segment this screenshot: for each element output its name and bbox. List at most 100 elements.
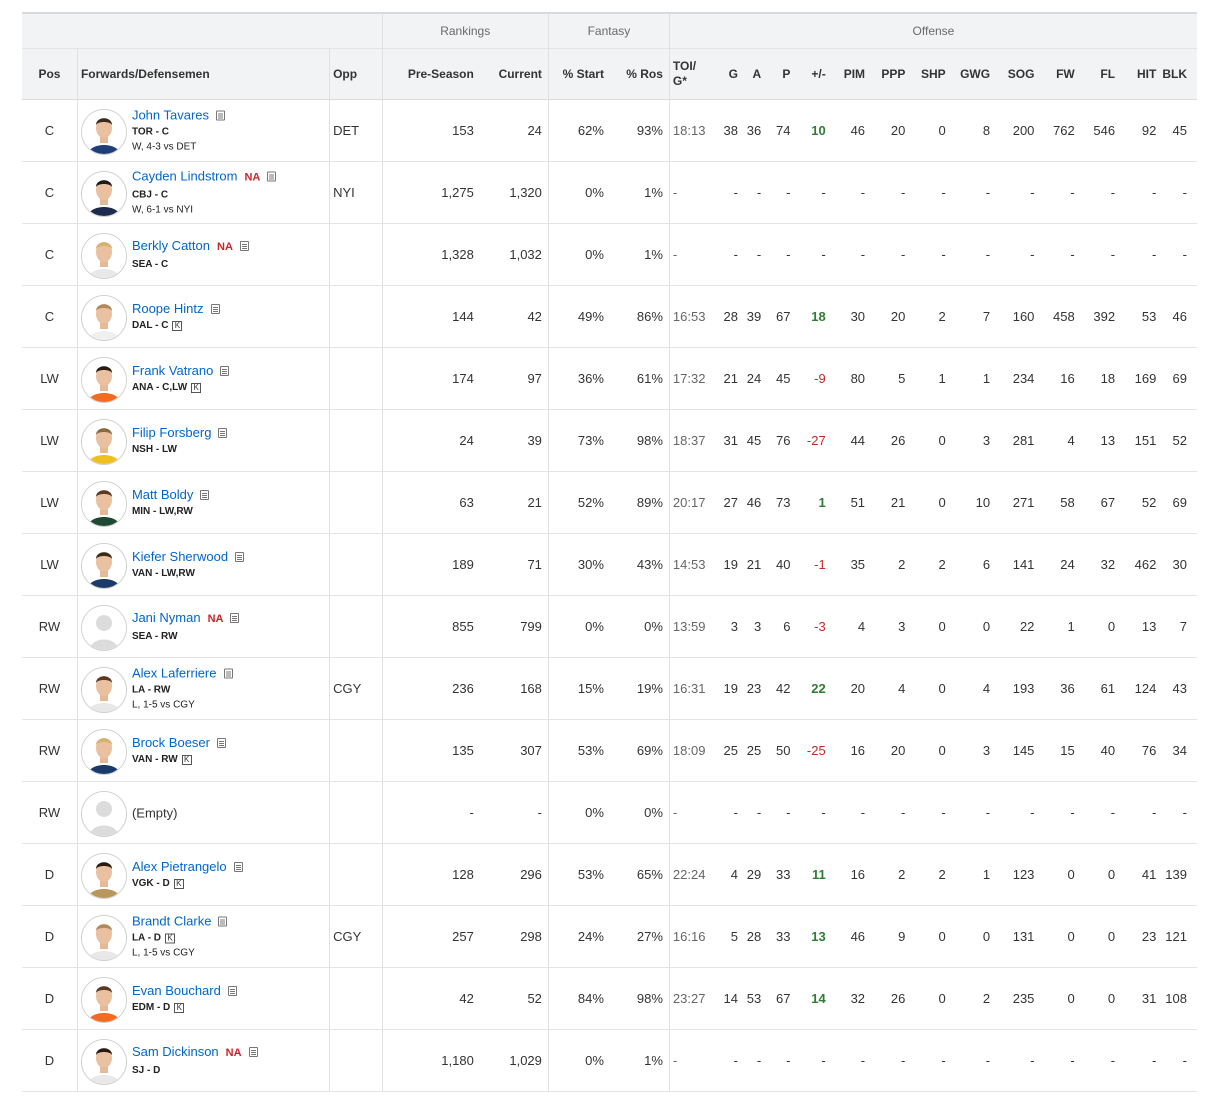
col-pct-start[interactable]: % Start — [547, 48, 614, 100]
col-shp[interactable]: SHP — [911, 48, 952, 100]
pct-start: 24% — [547, 905, 614, 968]
stat-blk: 52 — [1156, 409, 1197, 472]
stat-hit: 462 — [1121, 533, 1157, 596]
opp-cell — [329, 595, 383, 658]
player-name-line: Jani Nyman NA — [132, 610, 240, 627]
player-name-link[interactable]: Brandt Clarke — [131, 913, 212, 928]
stat-fl: - — [1080, 223, 1122, 286]
col-preseason[interactable]: Pre-Season — [381, 48, 480, 100]
col-player[interactable]: Forwards/Defensemen — [76, 48, 330, 100]
stat-hit: - — [1121, 223, 1157, 286]
pct-ros: 98% — [613, 409, 670, 472]
col-current[interactable]: Current — [479, 48, 549, 100]
stat-fl: - — [1080, 161, 1122, 224]
col-g[interactable]: G — [714, 48, 738, 100]
stat-ppp: 2 — [871, 533, 912, 596]
player-name-link[interactable]: John Tavares — [131, 107, 210, 122]
stat-shp: - — [911, 1029, 952, 1092]
toi-cell: 14:53 — [668, 533, 715, 596]
player-photo — [80, 356, 127, 403]
player-name-link[interactable]: Berkly Catton — [131, 237, 210, 253]
col-fl[interactable]: FL — [1080, 48, 1122, 100]
current-rank: 1,032 — [479, 223, 549, 286]
player-note-icon[interactable] — [220, 365, 230, 376]
player-name-link[interactable]: Cayden Lindstrom — [131, 168, 238, 183]
player-note-icon[interactable] — [239, 240, 249, 251]
col-toi[interactable]: TOI/G* — [668, 48, 715, 100]
player-note-icon[interactable] — [267, 171, 277, 181]
player-name-link[interactable]: Matt Boldy — [131, 486, 194, 502]
player-info: Berkly Catton NA SEA - C — [132, 238, 249, 272]
stat-gwg: - — [951, 1029, 997, 1092]
stat-shp: - — [911, 223, 952, 286]
player-name-link[interactable]: Alex Pietrangelo — [131, 858, 227, 874]
col-blk[interactable]: BLK — [1156, 48, 1197, 100]
player-note-icon[interactable] — [216, 110, 226, 120]
pct-start: 62% — [547, 99, 614, 162]
col-pim[interactable]: PIM — [831, 48, 872, 100]
player-note-icon[interactable] — [217, 737, 226, 748]
na-badge: NA — [244, 171, 261, 183]
stat-pim: 30 — [831, 285, 872, 348]
col-gwg[interactable]: GWG — [951, 48, 997, 100]
player-note-icon[interactable] — [235, 551, 245, 562]
table-row: D Evan Bouchard EDM - D K 42 52 84% 98% 23:27 14 5… — [22, 967, 1197, 1030]
player-name-line: Alex Pietrangelo — [132, 859, 243, 874]
player-note-icon[interactable] — [218, 427, 228, 438]
player-name-link[interactable]: Roope Hintz — [131, 300, 204, 316]
stat-blk: - — [1156, 1029, 1197, 1092]
player-note-icon[interactable] — [248, 1046, 258, 1057]
current-rank: 97 — [479, 347, 549, 410]
player-note-icon[interactable] — [227, 985, 237, 996]
stat-p: 40 — [767, 533, 797, 596]
player-name-line: Berkly Catton NA — [132, 238, 249, 255]
stat-gwg: 10 — [951, 471, 997, 534]
player-name-link[interactable]: Sam Dickinson — [131, 1043, 219, 1059]
col-sog[interactable]: SOG — [996, 48, 1041, 100]
team-line: LA - RW — [132, 680, 233, 697]
col-opp[interactable]: Opp — [329, 48, 383, 100]
col-a[interactable]: A — [737, 48, 768, 100]
player-name-link[interactable]: Brock Boeser — [131, 734, 210, 750]
current-rank: 1,320 — [479, 161, 549, 224]
opp-cell — [329, 471, 383, 534]
player-note-icon[interactable] — [210, 303, 220, 314]
stat-gwg: 2 — [951, 967, 997, 1030]
stat-p: - — [767, 781, 797, 844]
table-row: D Brandt Clarke LA - D K L, 1-5 vs CGY CGY 257… — [22, 905, 1197, 968]
stat-g: 21 — [714, 347, 738, 410]
player-note-icon[interactable] — [230, 612, 240, 623]
stat-ppp: - — [871, 781, 912, 844]
col-pct-ros[interactable]: % Ros — [613, 48, 670, 100]
player-name-link[interactable]: Frank Vatrano — [131, 362, 214, 378]
player-cell: John Tavares TOR - C W, 4-3 vs DET — [76, 99, 330, 162]
toi-cell: - — [668, 1029, 715, 1092]
stat-gwg: 4 — [951, 657, 997, 720]
stat-shp: 0 — [911, 409, 952, 472]
player-name-link[interactable]: Filip Forsberg — [131, 424, 212, 440]
team-line: SEA - C — [132, 255, 249, 272]
team-line: TOR - C — [132, 122, 225, 139]
player-note-icon[interactable] — [223, 668, 233, 678]
player-name-link[interactable]: Alex Laferriere — [131, 665, 217, 680]
player-cell: Berkly Catton NA SEA - C — [76, 223, 330, 286]
player-note-icon[interactable] — [218, 916, 228, 926]
stat-g: 19 — [714, 533, 738, 596]
col-pos[interactable]: Pos — [22, 48, 78, 100]
player-note-icon[interactable] — [200, 489, 210, 500]
roster-body: C John Tavares TOR - C W, 4-3 vs DET DET 153 2… — [22, 99, 1197, 1092]
stat-g: 3 — [714, 595, 738, 658]
player-name-link[interactable]: Kiefer Sherwood — [131, 548, 229, 564]
col-fw[interactable]: FW — [1040, 48, 1081, 100]
stat-pm: 18 — [796, 285, 832, 348]
col-hit[interactable]: HIT — [1121, 48, 1157, 100]
col-plus-minus[interactable]: +/- — [796, 48, 832, 100]
player-note-icon[interactable] — [233, 861, 243, 872]
player-name-link[interactable]: Jani Nyman — [131, 609, 201, 625]
stat-pm: 1 — [796, 471, 832, 534]
player-name-link[interactable]: Evan Bouchard — [131, 982, 221, 998]
toi-cell: 18:37 — [668, 409, 715, 472]
col-ppp[interactable]: PPP — [871, 48, 912, 100]
col-p[interactable]: P — [767, 48, 797, 100]
